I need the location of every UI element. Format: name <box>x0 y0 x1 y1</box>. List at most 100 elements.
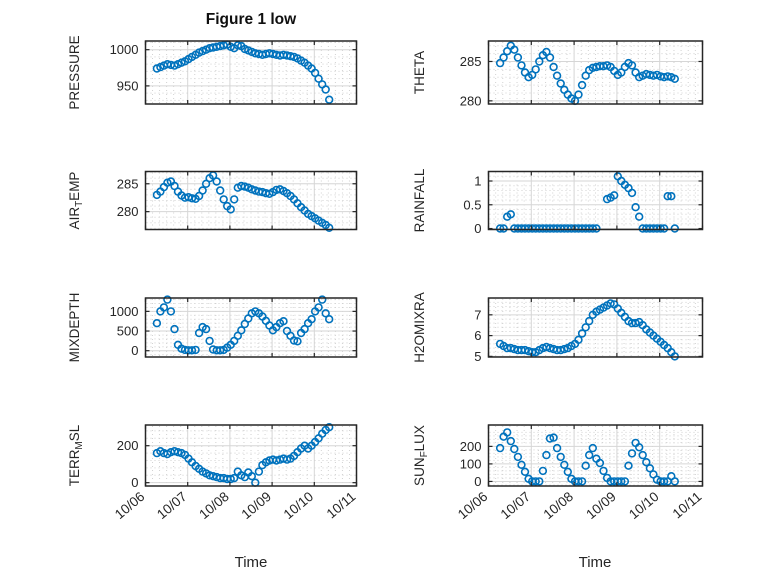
data-point <box>577 477 587 486</box>
minor-grid <box>489 42 702 103</box>
subplot-TERR_MSL: 0 200 TERRMSL 10/06 10/07 10/08 10/09 10/10 10/1… <box>67 423 359 522</box>
data-point <box>325 423 334 432</box>
axes-box <box>144 40 358 105</box>
y-tick-labels: 0 500 1000 <box>110 304 139 358</box>
data-point <box>531 65 540 74</box>
figure-title: Figure 1 low <box>205 11 297 28</box>
data-point <box>307 315 316 324</box>
data-point <box>638 450 647 460</box>
x-tick-labels: 10/06 10/07 10/08 10/09 10/10 10/11 <box>112 489 359 522</box>
data-point <box>538 466 548 476</box>
data-point <box>310 68 320 78</box>
data-point <box>609 191 619 200</box>
subplot-RAINFALL: 00.51 RAINFALL <box>412 168 704 237</box>
data-point <box>627 449 637 458</box>
data-points <box>152 423 334 487</box>
data-point <box>663 192 672 201</box>
y-tick-label: 1000 <box>110 304 139 319</box>
data-point <box>581 323 590 332</box>
data-point <box>517 460 526 469</box>
data-point <box>656 224 665 233</box>
data-point <box>545 343 555 353</box>
data-point <box>574 335 583 344</box>
data-point <box>300 324 309 334</box>
y-tick-labels: 0 200 <box>117 438 139 490</box>
data-point <box>216 186 225 195</box>
y-tick-label: 6 <box>474 328 481 343</box>
data-point <box>230 195 239 204</box>
y-tick-label: 0 <box>131 343 138 358</box>
axes-box <box>144 170 358 231</box>
data-point <box>606 299 615 308</box>
data-point <box>560 344 569 354</box>
data-point <box>556 345 565 355</box>
data-point <box>645 464 655 473</box>
data-point <box>513 53 523 62</box>
data-points <box>152 40 334 104</box>
data-point <box>663 72 672 81</box>
data-point <box>325 95 334 104</box>
data-point <box>237 326 246 335</box>
data-point <box>556 79 565 88</box>
data-points <box>152 171 334 233</box>
data-point <box>314 74 323 83</box>
data-point <box>216 346 225 355</box>
xlabel-time-right: Time <box>578 554 612 571</box>
y-axis-label-RAINFALL: RAINFALL <box>412 168 427 232</box>
data-point <box>659 477 669 486</box>
y-tick-labels: 280 285 <box>460 54 482 108</box>
data-point <box>581 461 590 470</box>
data-point <box>556 452 565 462</box>
tick-marks <box>144 41 358 104</box>
data-point <box>325 315 334 324</box>
y-tick-label: 200 <box>117 438 139 453</box>
y-axis-label-THETA: THETA <box>412 51 427 94</box>
data-point <box>545 434 555 443</box>
y-tick-label: 280 <box>460 93 482 108</box>
axes-box <box>144 424 358 487</box>
data-point <box>552 71 562 80</box>
data-point <box>286 51 295 61</box>
data-point <box>631 318 640 328</box>
axes-box <box>487 297 704 358</box>
data-point <box>535 57 544 66</box>
y-tick-labels: 0 100 200 <box>460 439 482 489</box>
data-point <box>670 224 679 233</box>
data-point <box>527 348 537 357</box>
data-point <box>624 461 633 470</box>
data-point <box>282 455 292 464</box>
data-point <box>574 477 583 486</box>
data-point <box>577 80 587 90</box>
data-point <box>549 62 558 72</box>
data-point <box>542 342 551 352</box>
y-tick-labels: 00.51 <box>463 174 481 237</box>
data-point <box>513 452 523 462</box>
xlabel-time-left: Time <box>234 554 268 571</box>
x-tick-label: 10/08 <box>540 489 576 522</box>
subplot-THETA: 280 285 THETA <box>412 40 704 108</box>
data-point <box>634 212 644 221</box>
axes-box <box>144 297 358 358</box>
data-point <box>289 336 299 345</box>
subplot-MIXDEPTH: 0 500 1000 MIXDEPTH <box>67 293 358 362</box>
data-point <box>592 224 601 233</box>
data-point <box>577 329 587 338</box>
tick-marks <box>144 171 358 230</box>
y-tick-labels: 5 6 7 <box>474 307 481 364</box>
data-point <box>219 195 228 204</box>
data-point <box>667 192 676 201</box>
data-point <box>499 224 508 233</box>
data-point <box>191 345 200 355</box>
y-axis-label-PRESSURE: PRESSURE <box>67 35 82 109</box>
axes-box <box>487 40 704 105</box>
x-tick-label: 10/10 <box>626 489 662 522</box>
data-point <box>254 467 264 476</box>
data-points <box>495 41 679 106</box>
y-axis-label-H2OMIXRA: H2OMIXRA <box>412 292 427 363</box>
data-points <box>495 428 679 486</box>
data-point <box>535 477 544 486</box>
data-point <box>226 205 235 214</box>
y-tick-label: 0 <box>474 221 481 236</box>
data-point <box>506 343 515 353</box>
